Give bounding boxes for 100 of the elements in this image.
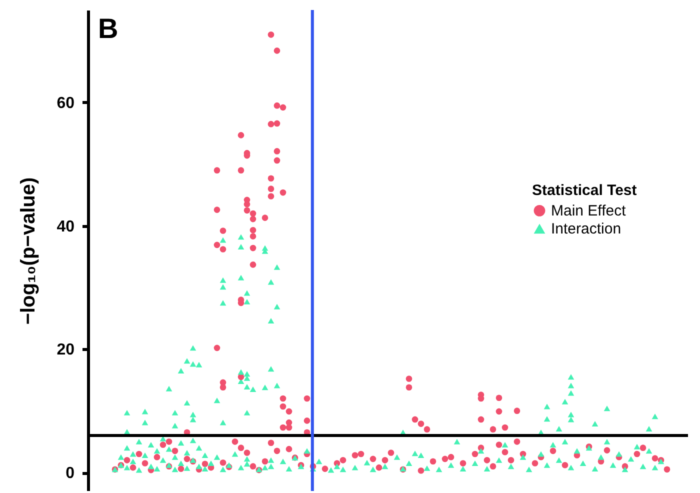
point (154, 466, 160, 472)
point (148, 464, 154, 470)
point (220, 277, 226, 283)
point (490, 463, 496, 470)
point (268, 457, 274, 463)
point (268, 120, 274, 128)
point (124, 410, 130, 416)
point (274, 382, 280, 388)
point (304, 418, 310, 424)
point (496, 408, 502, 415)
point (196, 464, 202, 470)
point (262, 458, 268, 465)
point (214, 398, 220, 404)
point (568, 374, 574, 380)
point (184, 465, 190, 471)
point (244, 410, 250, 416)
legend-label: Interaction (551, 220, 622, 238)
point (268, 464, 274, 470)
point (124, 464, 130, 470)
point (238, 444, 244, 451)
point (220, 300, 226, 306)
point (214, 242, 220, 248)
point (238, 244, 244, 250)
point (280, 403, 286, 410)
point (136, 467, 142, 473)
point (262, 384, 268, 390)
point (220, 466, 226, 472)
point (268, 366, 274, 372)
point (238, 132, 244, 138)
point (196, 362, 202, 368)
point (190, 412, 196, 418)
point (190, 361, 196, 367)
point (244, 371, 250, 377)
point (238, 464, 244, 470)
point (142, 408, 148, 414)
legend-label: Main Effect (551, 202, 627, 220)
point (562, 398, 568, 404)
point (604, 406, 610, 412)
point (496, 442, 502, 448)
point (406, 384, 412, 391)
point (274, 102, 280, 109)
point (250, 463, 256, 470)
point (238, 234, 244, 240)
point (172, 454, 178, 460)
point (214, 206, 220, 213)
point (178, 460, 184, 466)
point (244, 461, 250, 467)
point (280, 395, 286, 402)
point (214, 344, 220, 352)
point (544, 404, 550, 410)
annotation: B (98, 13, 118, 44)
point (184, 400, 190, 406)
point (250, 216, 256, 222)
point (418, 467, 424, 474)
point (646, 426, 652, 432)
point (556, 426, 562, 432)
point (268, 318, 274, 324)
y-tick-label: 20 (56, 342, 75, 359)
point (202, 466, 208, 472)
point (568, 382, 574, 388)
point (286, 446, 292, 452)
legend-title: Statistical Test (532, 182, 637, 200)
point (172, 410, 178, 416)
point (568, 412, 574, 418)
point (286, 424, 292, 431)
point (250, 226, 256, 234)
y-tick-label: 40 (56, 218, 75, 236)
point (280, 189, 286, 196)
point (544, 416, 550, 422)
point (514, 438, 520, 445)
point (172, 422, 178, 428)
point (268, 440, 274, 446)
point (190, 416, 196, 422)
point (244, 450, 250, 456)
point (166, 386, 172, 392)
point (166, 438, 172, 445)
point (166, 446, 172, 452)
y-tick-label: 0 (66, 465, 75, 482)
point (142, 420, 148, 426)
point (184, 358, 190, 364)
point (244, 201, 250, 208)
y-tick-label: 60 (56, 95, 75, 112)
y-axis-title: −log₁₀(p−value) (18, 177, 40, 325)
point (244, 298, 250, 304)
point (220, 246, 226, 252)
point (652, 414, 658, 420)
point (220, 420, 226, 426)
point (592, 421, 598, 427)
point (274, 148, 280, 154)
point (130, 458, 136, 464)
point (274, 448, 280, 454)
point (190, 345, 196, 351)
point (274, 304, 280, 310)
point (268, 186, 274, 192)
point (250, 233, 256, 240)
point (280, 424, 286, 431)
point (238, 369, 244, 375)
point (250, 262, 256, 268)
point (274, 157, 280, 164)
point (478, 416, 484, 423)
